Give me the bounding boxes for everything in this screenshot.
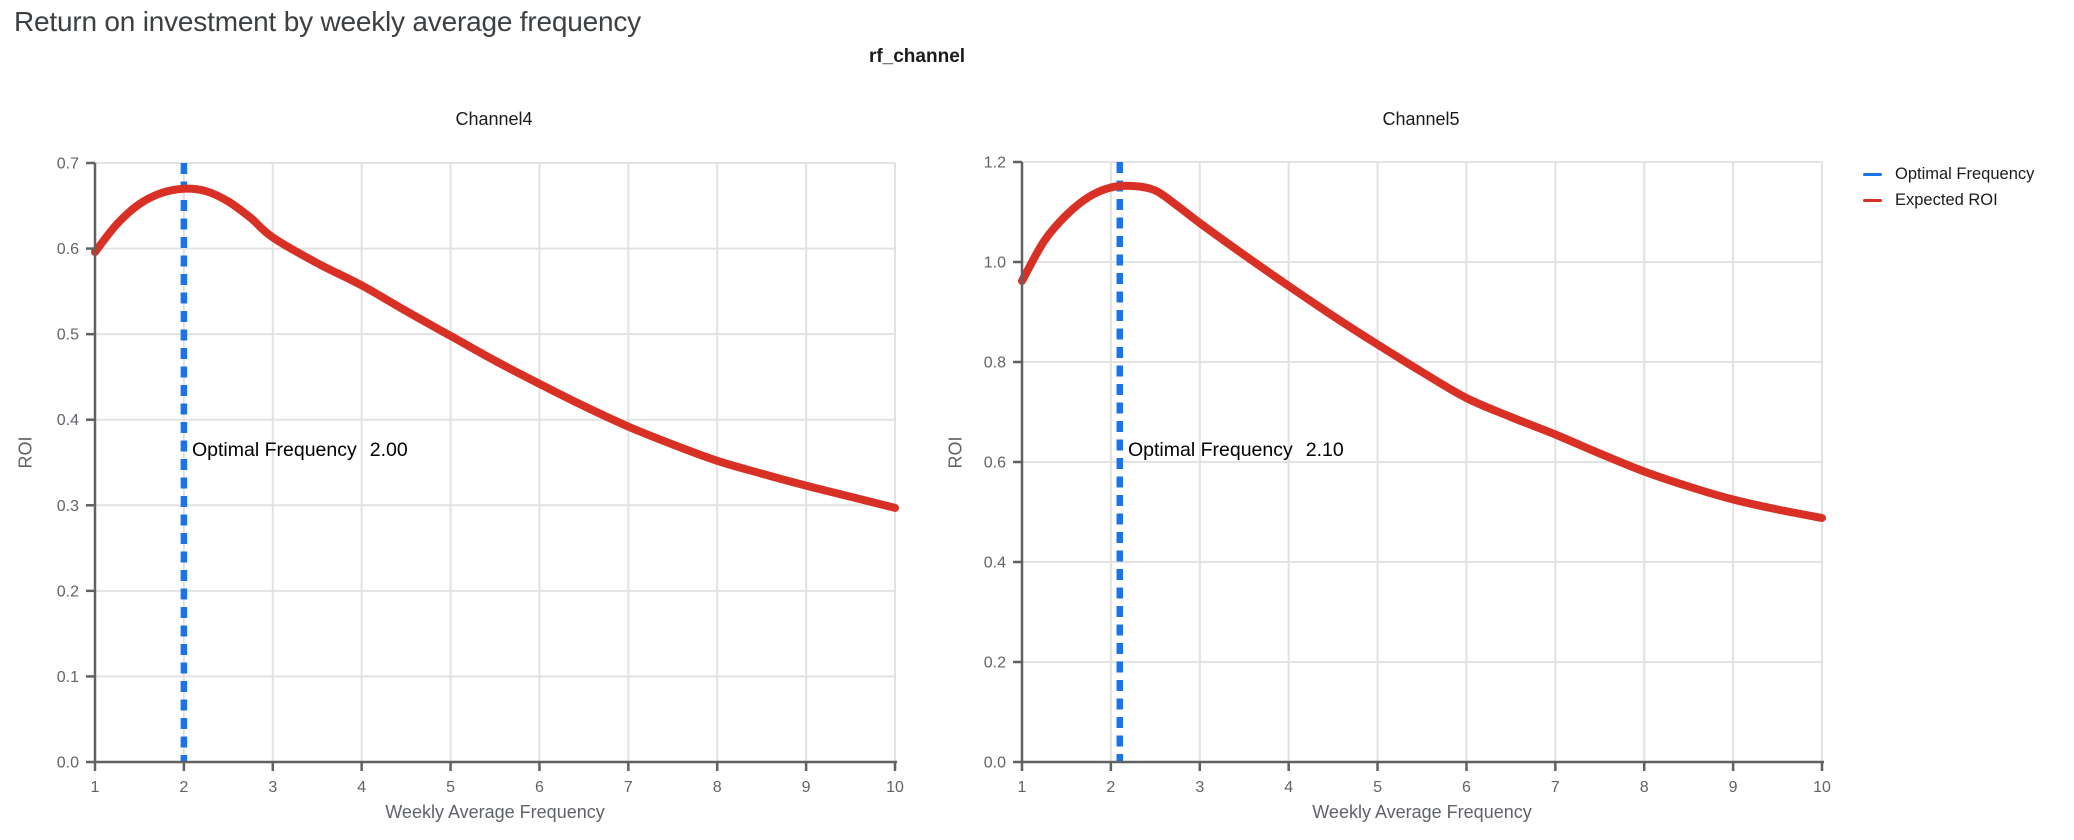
x-tick-label: 10 xyxy=(1813,779,1831,796)
x-tick-label: 6 xyxy=(535,779,544,796)
x-tick-label: 9 xyxy=(1729,779,1738,796)
y-tick-label: 0.0 xyxy=(984,755,1006,772)
x-tick-label: 7 xyxy=(624,779,633,796)
expected-roi-curve xyxy=(1018,181,1826,522)
y-axis-title: ROI xyxy=(15,436,36,469)
x-tick-label: 1 xyxy=(91,779,100,796)
x-tick-label: 4 xyxy=(357,779,366,796)
x-tick-label: 6 xyxy=(1462,779,1471,796)
y-tick-label: 0.6 xyxy=(57,241,79,258)
x-axis-title: Weekly Average Frequency xyxy=(1312,802,1532,822)
y-tick-label: 0.3 xyxy=(57,498,79,515)
facet-field-title: rf_channel xyxy=(868,46,966,67)
x-tick-label: 3 xyxy=(1195,779,1204,796)
annotation-value: 2.10 xyxy=(1305,439,1344,461)
annotation-value: 2.00 xyxy=(369,439,408,461)
legend-line-icon xyxy=(1863,172,1882,176)
y-tick-label: 1.0 xyxy=(984,255,1006,272)
optimal-frequency-annotation: Optimal Frequency 2.00 xyxy=(192,439,408,462)
x-tick-label: 10 xyxy=(886,779,904,796)
y-tick-label: 0.7 xyxy=(57,156,79,173)
y-axis-title: ROI xyxy=(945,436,966,469)
y-tick-label: 0.4 xyxy=(984,555,1006,572)
x-tick-label: 7 xyxy=(1551,779,1560,796)
x-tick-label: 8 xyxy=(1640,779,1649,796)
annotation-label: Optimal Frequency xyxy=(192,439,357,461)
legend-item-expected-roi: Expected ROI xyxy=(1863,187,2034,213)
y-tick-label: 0.0 xyxy=(57,755,79,772)
annotation-label: Optimal Frequency xyxy=(1128,439,1293,461)
y-tick-label: 0.4 xyxy=(57,412,79,429)
x-tick-label: 9 xyxy=(802,779,811,796)
x-axis-title: Weekly Average Frequency xyxy=(385,802,605,822)
panel-title-channel4: Channel4 xyxy=(455,109,533,129)
expected-roi-curve xyxy=(91,184,899,512)
x-tick-label: 1 xyxy=(1018,779,1027,796)
x-tick-label: 4 xyxy=(1284,779,1293,796)
y-tick-label: 0.1 xyxy=(57,669,79,686)
legend-label: Expected ROI xyxy=(1895,190,1998,209)
y-tick-label: 0.8 xyxy=(984,355,1006,372)
y-tick-label: 0.2 xyxy=(984,655,1006,672)
optimal-frequency-annotation: Optimal Frequency 2.10 xyxy=(1128,439,1344,462)
y-tick-label: 0.2 xyxy=(57,583,79,600)
panel-title-channel5: Channel5 xyxy=(1382,109,1460,129)
chart-legend: Optimal Frequency Expected ROI xyxy=(1863,161,2034,213)
x-tick-label: 5 xyxy=(446,779,455,796)
legend-item-optimal-frequency: Optimal Frequency xyxy=(1863,161,2034,187)
x-tick-label: 2 xyxy=(179,779,188,796)
x-tick-label: 2 xyxy=(1106,779,1115,796)
legend-label: Optimal Frequency xyxy=(1895,164,2035,183)
y-tick-label: 0.5 xyxy=(57,327,79,344)
legend-line-icon xyxy=(1863,198,1882,202)
y-tick-label: 0.6 xyxy=(984,455,1006,472)
y-tick-label: 1.2 xyxy=(984,155,1006,172)
x-tick-label: 5 xyxy=(1373,779,1382,796)
x-tick-label: 8 xyxy=(713,779,722,796)
x-tick-label: 3 xyxy=(268,779,277,796)
page-title: Return on investment by weekly average f… xyxy=(14,6,641,37)
